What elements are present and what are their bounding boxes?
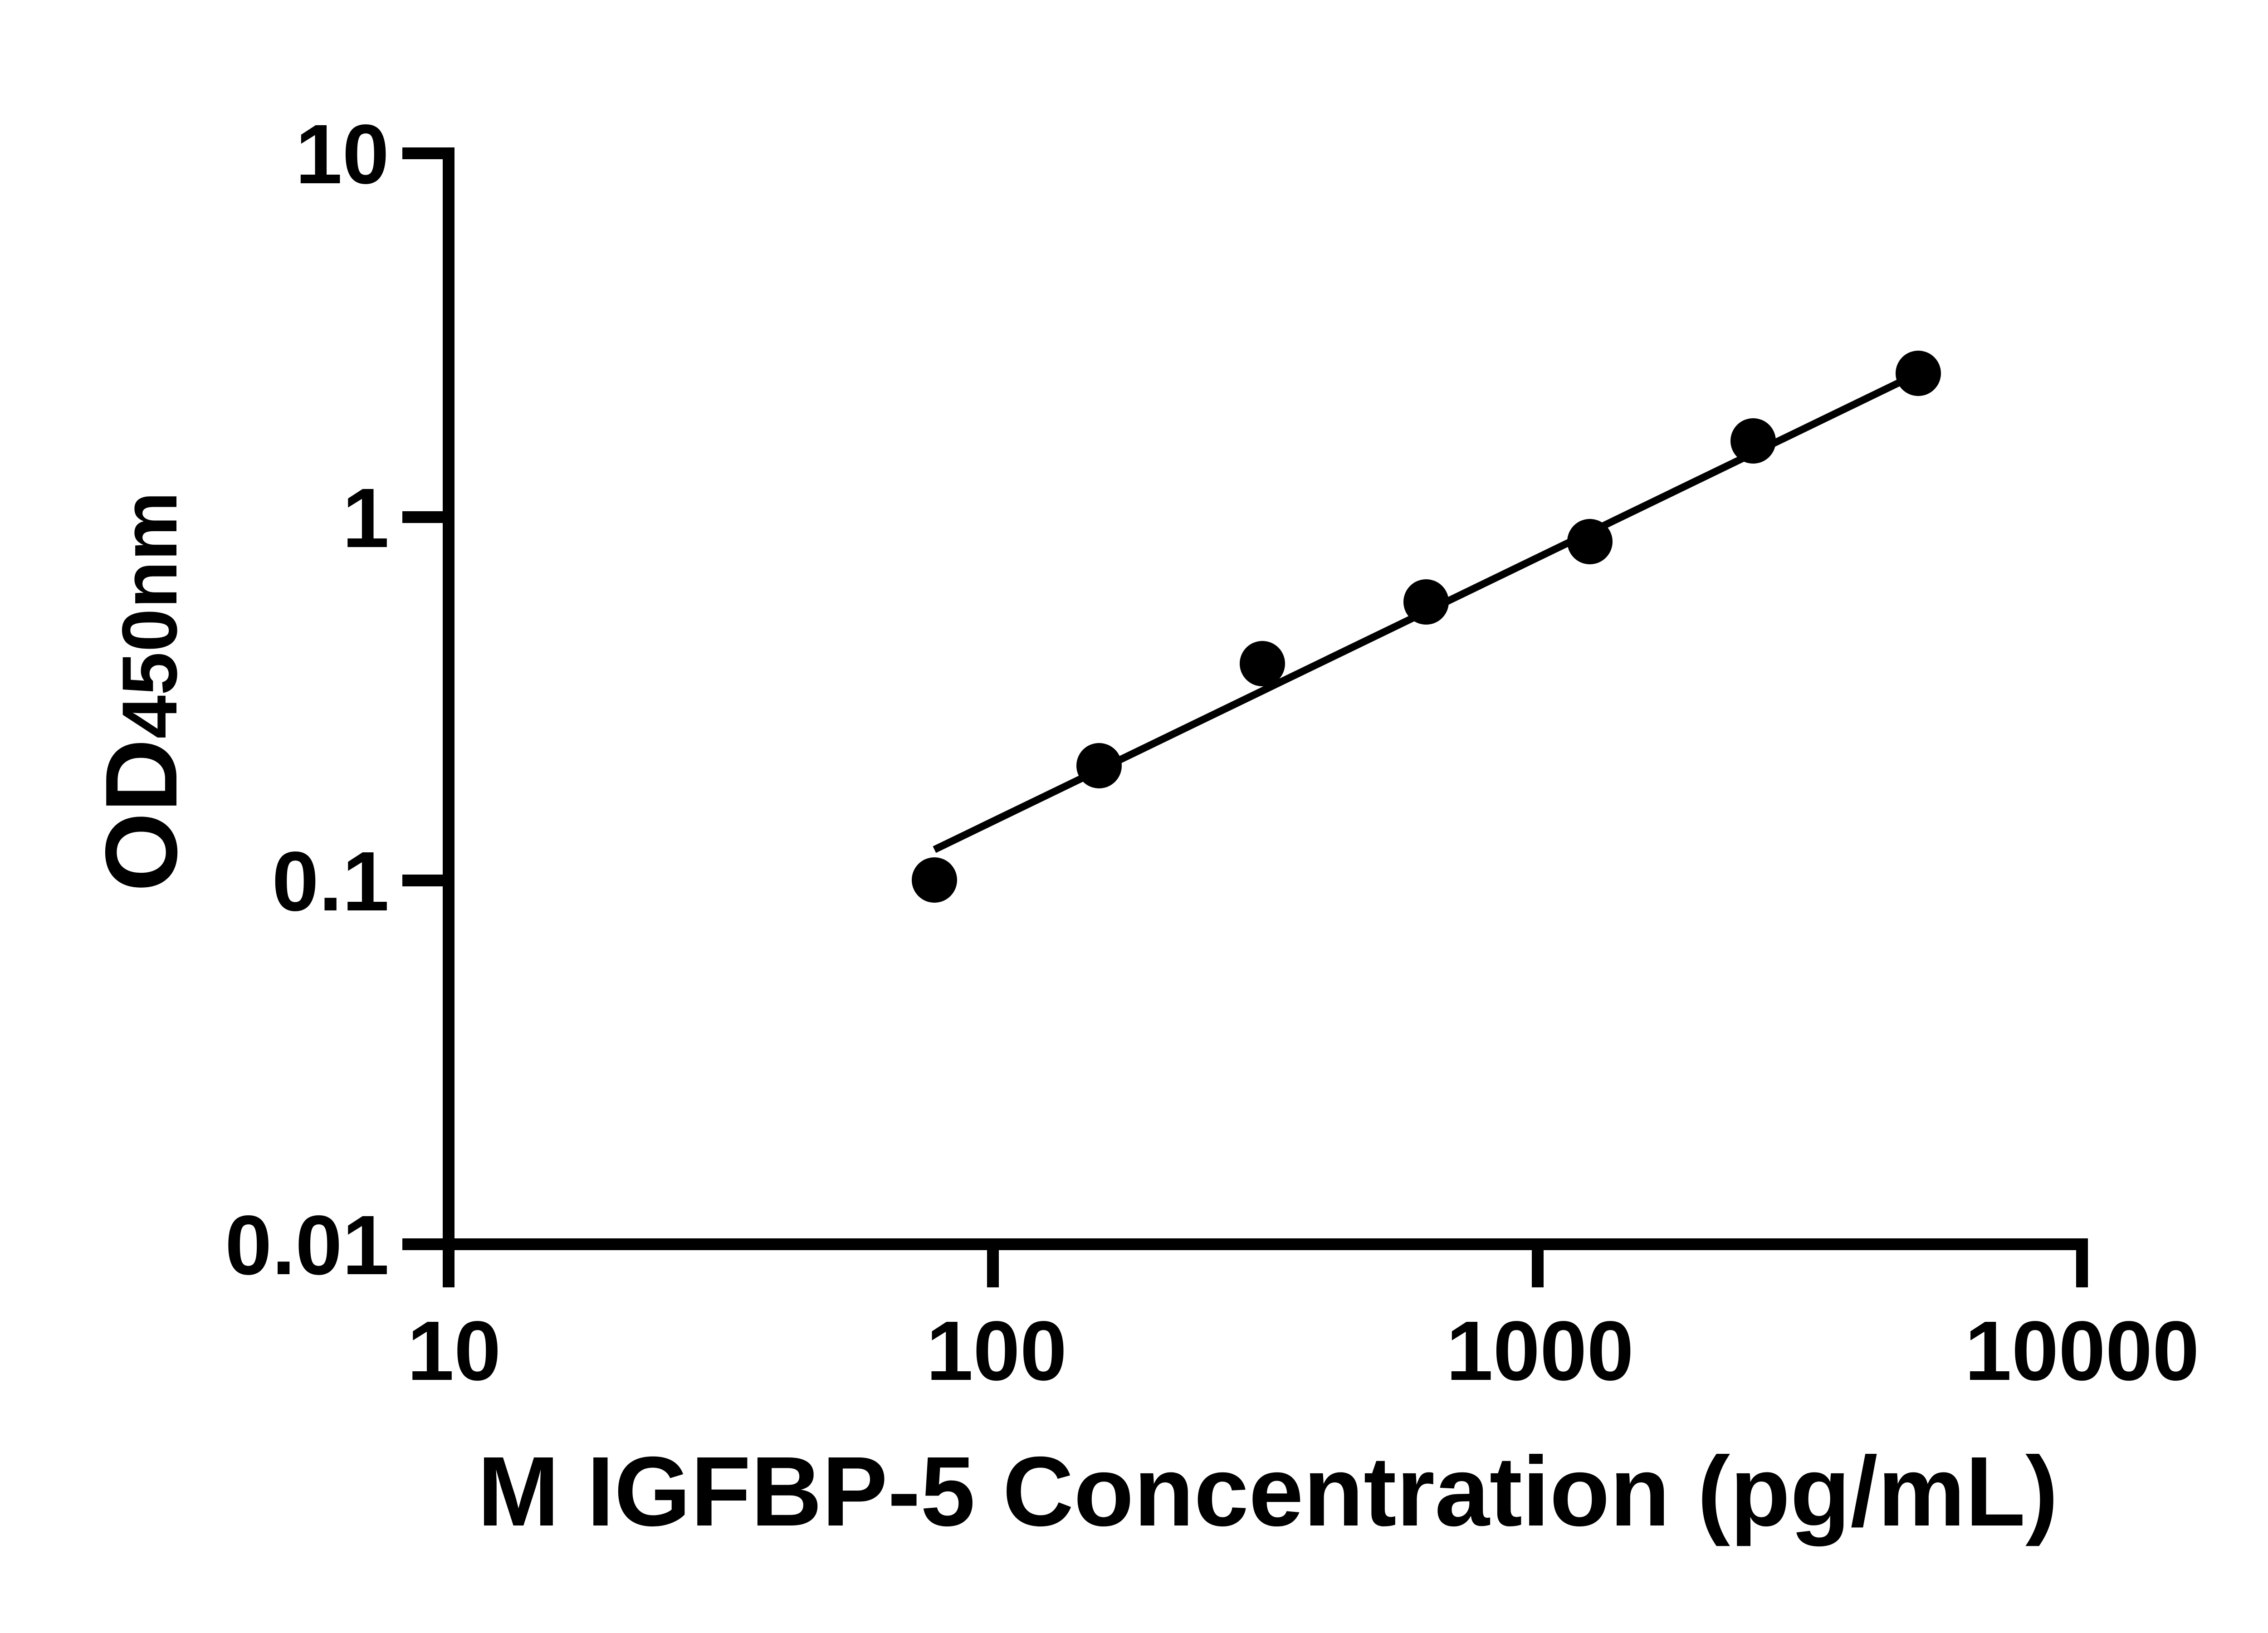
svg-text:10: 10: [407, 1304, 501, 1398]
svg-text:10000: 10000: [1965, 1304, 2199, 1398]
svg-text:0.1: 0.1: [272, 835, 389, 929]
svg-text:0.01: 0.01: [225, 1198, 389, 1292]
svg-text:1000: 1000: [1446, 1304, 1634, 1398]
svg-text:1: 1: [342, 471, 389, 565]
svg-text:100: 100: [926, 1304, 1067, 1398]
svg-text:M IGFBP-5 Concentration (pg/mL: M IGFBP-5 Concentration (pg/mL): [478, 1437, 2058, 1547]
svg-text:10: 10: [295, 108, 389, 201]
svg-text:OD450nm: OD450nm: [84, 492, 198, 892]
